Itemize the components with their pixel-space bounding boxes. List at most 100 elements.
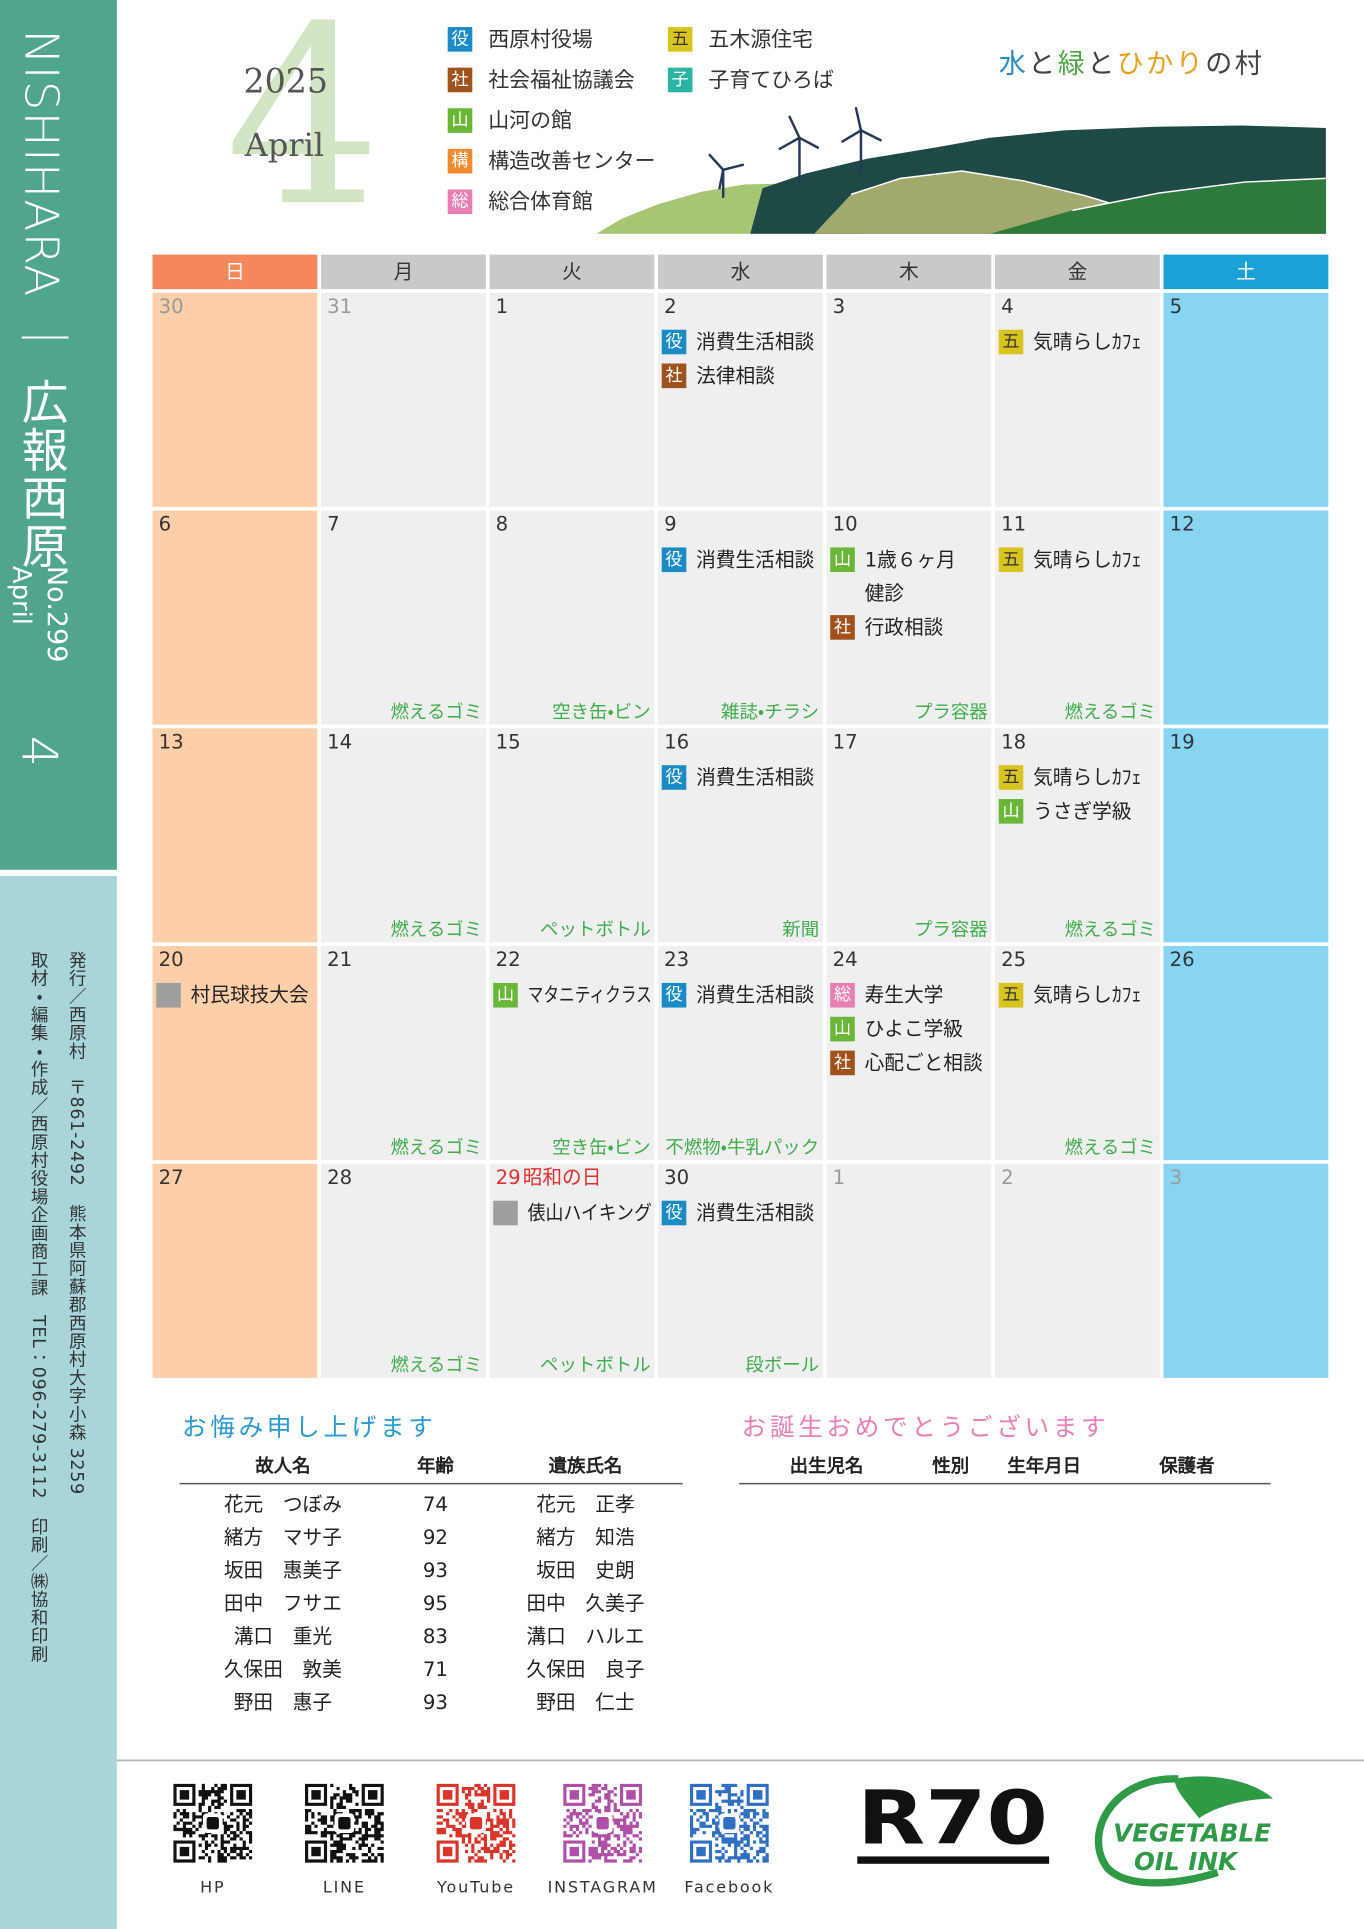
event-icon [661,547,687,573]
event-icon-text: 山 [834,550,851,570]
event-icon [830,615,855,640]
garbage-day: 段ボール [745,1355,819,1376]
day-number: 2 [664,295,677,318]
event-text: 法律相談 [696,364,775,387]
day-number: 28 [327,1166,352,1189]
event-icon [661,363,687,389]
day-cell [489,946,655,1161]
qr-logo [596,1817,609,1830]
event-icon-text: 五 [1002,768,1019,788]
tagline: 水と緑とひかりの村 [999,48,1265,79]
day-cell [152,1163,318,1378]
event-icon [661,765,687,790]
day-cell [995,946,1160,1161]
legend-icon [667,27,693,52]
tagline-part: 水 [999,48,1029,79]
obituary-cell: 83 [423,1625,448,1648]
day-number: 12 [1170,513,1195,536]
day-cell [489,728,655,943]
event-text: 気晴らしｶﾌｪ [1033,331,1141,354]
event-icon-text: 役 [665,550,682,570]
publisher-line: 発行／西原村 〒861-2492 熊本県阿蘇郡西原村大字小森 3259 [66,951,86,1495]
qr-code[interactable] [563,1783,643,1863]
legend-icon [447,189,473,215]
legend-label: 構造改善センター [488,149,655,173]
legend-icon-text: 役 [451,29,468,49]
event-icon-text: 五 [1002,332,1019,352]
obituary-cell: 花元 つぼみ [224,1493,342,1516]
event-text: 心配ごと相談 [865,1051,983,1074]
weekday-label: 木 [899,260,919,283]
legend-icon [447,27,473,52]
day-cell [1163,946,1329,1161]
garbage-day: プラ容器 [914,702,988,723]
obituary-cell: 95 [423,1592,448,1615]
qr-code[interactable] [173,1783,253,1863]
garbage-day: 燃えるゴミ [391,920,483,941]
event-icon [830,982,855,1008]
event-icon [156,982,181,1008]
sidebar-month: April [6,566,36,625]
day-number: 18 [1001,730,1026,753]
r70-logo: R70 [857,1775,1050,1864]
legend-icon-text: 山 [451,111,468,131]
legend-icon-text: 社 [451,70,468,90]
event-text: 寿生大学 [865,984,944,1007]
event-icon-text: 総 [834,985,851,1005]
obituary-cell: 坂田 惠美子 [224,1559,342,1582]
legend-icon [447,67,473,93]
day-cell [995,728,1160,943]
weekday-header [321,254,486,290]
event-icon [661,982,687,1008]
day-number: 1 [496,295,509,318]
day-cell [995,1163,1160,1378]
day-number: 13 [159,730,184,753]
day-number: 15 [496,730,521,753]
event-icon-text: 社 [665,366,682,386]
qr-label: YouTube [436,1878,515,1897]
header-month-num: 4 [225,0,381,261]
qr-code[interactable] [436,1783,516,1863]
garbage-day: ペットボトル [540,1355,651,1376]
event-icon-text: 役 [665,1203,682,1223]
obituary-cell: 93 [423,1559,448,1582]
r70-text: R70 [857,1775,1048,1861]
day-cell [1163,510,1329,725]
day-number: 25 [1001,948,1026,971]
day-cell [321,946,486,1161]
day-cell [152,946,318,1161]
garbage-day: 燃えるゴミ [391,1355,483,1376]
header-month: April [244,126,324,164]
weekday-label: 土 [1236,260,1256,283]
day-number: 21 [327,948,352,971]
day-number: 16 [664,730,689,753]
header-year: 2025 [244,62,328,101]
garbage-day: 不燃物・牛乳パック [665,1137,819,1158]
day-cell [658,510,823,725]
legend-icon-text: 子 [672,70,689,90]
ink-text: VEGETABLE [1113,1819,1271,1848]
ink-logo: VEGETABLE OIL INK [1094,1775,1273,1887]
sidebar-top [0,0,117,870]
day-cell [995,510,1160,725]
obituary-header: 年齢 [417,1455,454,1477]
obituary-header: 遺族氏名 [549,1455,623,1477]
day-number: 4 [1001,295,1014,318]
births-header: 生年月日 [1007,1455,1081,1477]
day-number: 23 [664,948,689,971]
qr-logo [338,1817,351,1830]
event-icon [998,799,1024,824]
event-icon [661,329,687,355]
day-cell [152,728,318,943]
event-text: うさぎ学級 [1033,800,1132,823]
obituary-header: 故人名 [255,1455,310,1477]
garbage-day: 空き缶・ビン [552,1137,650,1158]
obituary-title: お悔み申し上げます [182,1413,437,1442]
day-cell [1163,1163,1329,1378]
garbage-day: 燃えるゴミ [391,702,483,723]
births-title: お誕生おめでとうございます [742,1413,1110,1442]
event-icon-text: 山 [497,985,514,1005]
weekday-header [489,254,655,290]
obituary-cell: 溝口 ハルエ [526,1625,644,1648]
